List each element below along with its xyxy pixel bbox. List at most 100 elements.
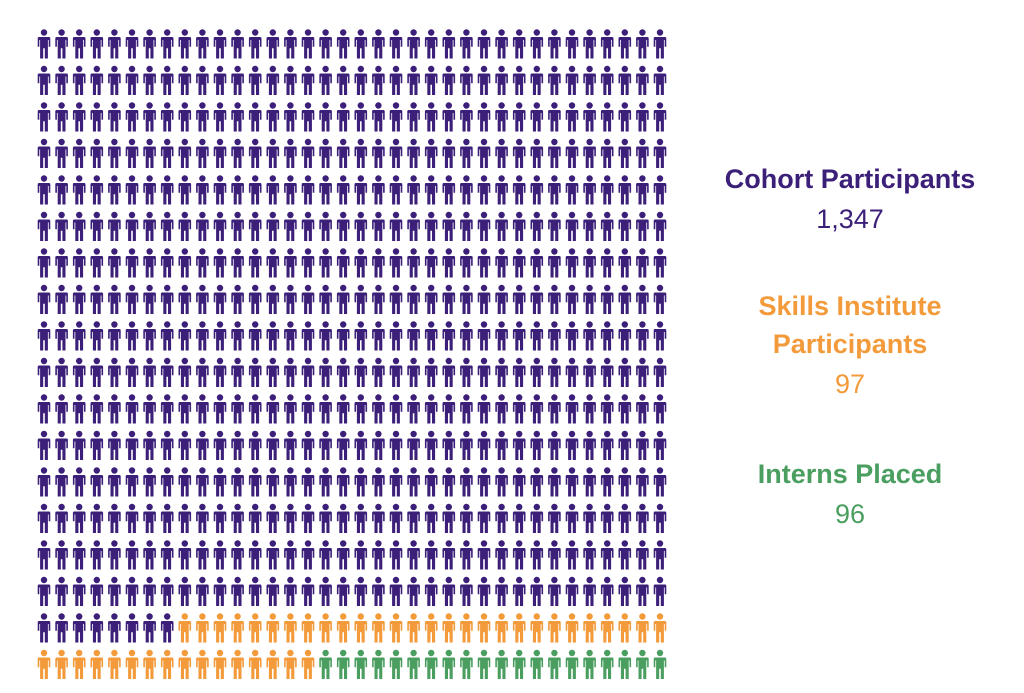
cohort-person-icon (213, 102, 227, 132)
cohort-person-icon (266, 102, 280, 132)
cohort-person-icon (512, 540, 526, 570)
cohort-person-icon (37, 248, 51, 278)
cohort-person-icon (600, 357, 614, 387)
cohort-person-icon (477, 175, 491, 205)
cohort-person-icon (565, 29, 579, 59)
skills-person-icon (90, 649, 104, 679)
cohort-person-icon (565, 357, 579, 387)
cohort-person-icon (231, 102, 244, 132)
cohort-person-icon (653, 29, 667, 59)
cohort-person-icon (125, 321, 139, 351)
cohort-person-icon (72, 467, 86, 497)
cohort-person-icon (636, 65, 649, 95)
cohort-person-icon (266, 540, 280, 570)
cohort-person-icon (248, 102, 262, 132)
cohort-person-icon (143, 467, 156, 497)
cohort-person-icon (424, 102, 438, 132)
cohort-person-icon (231, 248, 244, 278)
cohort-person-icon (460, 321, 473, 351)
cohort-person-icon (512, 211, 526, 241)
cohort-person-icon (248, 357, 262, 387)
cohort-person-icon (72, 503, 86, 533)
cohort-person-icon (653, 394, 667, 424)
cohort-person-icon (460, 248, 473, 278)
cohort-person-icon (301, 102, 315, 132)
cohort-person-icon (72, 576, 86, 606)
cohort-person-icon (196, 284, 209, 314)
cohort-person-icon (37, 321, 51, 351)
skills-person-icon (248, 649, 262, 679)
cohort-person-icon (442, 138, 456, 168)
skills-person-icon (389, 613, 403, 643)
cohort-person-icon (530, 175, 544, 205)
cohort-person-icon (653, 540, 667, 570)
cohort-person-icon (600, 248, 614, 278)
cohort-person-icon (231, 503, 244, 533)
cohort-person-icon (213, 138, 227, 168)
cohort-person-icon (284, 467, 297, 497)
cohort-person-icon (565, 175, 579, 205)
cohort-person-icon (495, 138, 508, 168)
cohort-person-icon (512, 321, 526, 351)
cohort-person-icon (178, 430, 192, 460)
cohort-person-icon (108, 321, 121, 351)
cohort-person-icon (530, 29, 544, 59)
cohort-person-icon (301, 284, 315, 314)
cohort-person-icon (301, 138, 315, 168)
cohort-person-icon (72, 211, 86, 241)
cohort-person-icon (108, 102, 121, 132)
cohort-person-icon (530, 394, 544, 424)
cohort-person-icon (548, 467, 561, 497)
cohort-person-icon (618, 211, 632, 241)
cohort-person-icon (266, 503, 280, 533)
cohort-person-icon (442, 211, 456, 241)
intern-person-icon (372, 649, 385, 679)
cohort-person-icon (301, 430, 315, 460)
cohort-person-icon (407, 138, 420, 168)
cohort-person-icon (460, 430, 473, 460)
cohort-person-icon (354, 248, 368, 278)
cohort-person-icon (196, 394, 209, 424)
cohort-person-icon (653, 576, 667, 606)
cohort-person-icon (284, 248, 297, 278)
cohort-person-icon (108, 503, 121, 533)
cohort-person-icon (143, 138, 156, 168)
cohort-person-icon (372, 394, 385, 424)
intern-person-icon (512, 649, 526, 679)
cohort-person-icon (424, 394, 438, 424)
cohort-person-icon (389, 175, 403, 205)
cohort-person-icon (565, 430, 579, 460)
cohort-person-icon (108, 394, 121, 424)
cohort-person-icon (231, 394, 244, 424)
cohort-person-icon (319, 29, 332, 59)
skills-person-icon (125, 649, 139, 679)
cohort-person-icon (442, 175, 456, 205)
skills-person-icon (530, 613, 544, 643)
cohort-person-icon (213, 357, 227, 387)
cohort-person-icon (354, 394, 368, 424)
cohort-person-icon (37, 540, 51, 570)
cohort-person-icon (548, 430, 561, 460)
cohort-person-icon (266, 29, 280, 59)
cohort-person-icon (653, 211, 667, 241)
skills-person-icon (178, 649, 192, 679)
cohort-person-icon (372, 430, 385, 460)
cohort-person-icon (143, 65, 156, 95)
cohort-person-icon (55, 65, 68, 95)
cohort-person-icon (354, 540, 368, 570)
cohort-person-icon (55, 357, 68, 387)
cohort-person-icon (530, 540, 544, 570)
cohort-person-icon (125, 613, 139, 643)
cohort-person-icon (407, 211, 420, 241)
cohort-person-icon (495, 576, 508, 606)
cohort-person-icon (319, 576, 332, 606)
cohort-person-icon (565, 138, 579, 168)
cohort-person-icon (319, 394, 332, 424)
cohort-person-icon (196, 29, 209, 59)
skills-person-icon (231, 613, 244, 643)
cohort-person-icon (372, 65, 385, 95)
cohort-person-icon (460, 284, 473, 314)
cohort-person-icon (565, 540, 579, 570)
cohort-person-icon (37, 29, 51, 59)
cohort-person-icon (301, 175, 315, 205)
